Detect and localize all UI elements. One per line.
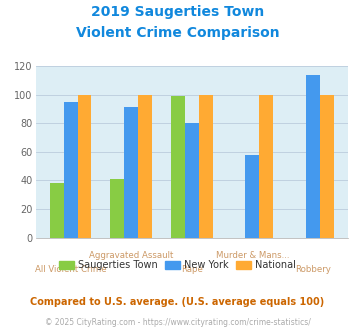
Bar	[259, 95, 273, 238]
Bar	[64, 102, 77, 238]
Text: All Violent Crime: All Violent Crime	[35, 265, 106, 274]
Bar	[110, 179, 124, 238]
Bar	[171, 96, 185, 238]
Legend: Saugerties Town, New York, National: Saugerties Town, New York, National	[55, 256, 300, 274]
Bar	[245, 155, 259, 238]
Text: © 2025 CityRating.com - https://www.cityrating.com/crime-statistics/: © 2025 CityRating.com - https://www.city…	[45, 318, 310, 327]
Bar	[199, 95, 213, 238]
Text: 2019 Saugerties Town: 2019 Saugerties Town	[91, 5, 264, 19]
Bar	[306, 75, 320, 238]
Bar	[138, 95, 152, 238]
Text: Aggravated Assault: Aggravated Assault	[89, 251, 173, 260]
Bar	[124, 108, 138, 238]
Text: Compared to U.S. average. (U.S. average equals 100): Compared to U.S. average. (U.S. average …	[31, 297, 324, 307]
Bar	[50, 183, 64, 238]
Text: Rape: Rape	[181, 265, 203, 274]
Text: Murder & Mans...: Murder & Mans...	[215, 251, 289, 260]
Text: Violent Crime Comparison: Violent Crime Comparison	[76, 26, 279, 40]
Bar	[77, 95, 92, 238]
Text: Robbery: Robbery	[295, 265, 331, 274]
Bar	[320, 95, 334, 238]
Bar	[185, 123, 199, 238]
